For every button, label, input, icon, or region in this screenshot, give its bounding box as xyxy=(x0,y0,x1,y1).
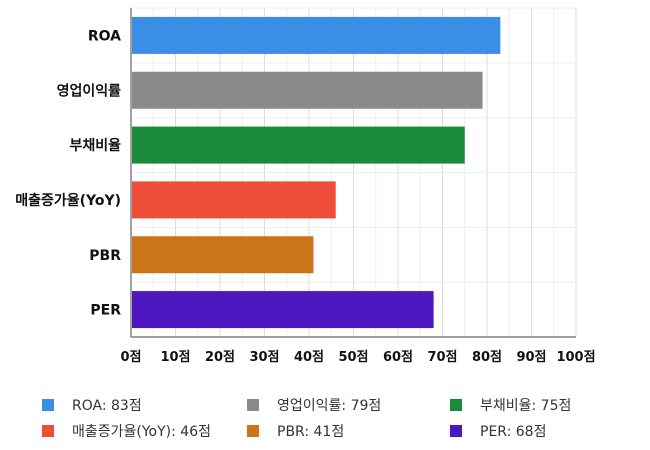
legend-swatch-sales-growth xyxy=(42,424,54,437)
x-tick-label: 20점 xyxy=(205,350,235,365)
legend-swatch-pbr xyxy=(247,424,259,437)
legend-item-operating-margin[interactable]: 영업이익률: 79점 xyxy=(247,392,450,417)
x-tick-label: 100점 xyxy=(556,350,595,365)
bar xyxy=(132,126,465,164)
category-label: ROA xyxy=(88,28,121,44)
bar xyxy=(132,236,314,274)
bar xyxy=(132,181,336,219)
legend-label-debt-ratio: 부채비율: 75점 xyxy=(480,397,572,414)
category-label: PBR xyxy=(89,248,121,264)
category-label: 부채비율 xyxy=(69,137,121,154)
chart-legend: ROA: 83점 영업이익률: 79점 부채비율: 75점 매출증가율(YoY)… xyxy=(42,392,642,444)
legend-item-per[interactable]: PER: 68점 xyxy=(450,418,640,443)
legend-item-pbr[interactable]: PBR: 41점 xyxy=(247,418,450,443)
legend-item-debt-ratio[interactable]: 부채비율: 75점 xyxy=(450,392,640,417)
legend-label-pbr: PBR: 41점 xyxy=(277,423,345,440)
category-label: PER xyxy=(90,303,121,319)
legend-swatch-debt-ratio xyxy=(450,398,462,411)
category-label: 매출증가율(YoY) xyxy=(15,192,121,209)
legend-item-sales-growth[interactable]: 매출증가율(YoY): 46점 xyxy=(42,418,247,443)
bar xyxy=(132,16,501,54)
x-tick-label: 30점 xyxy=(249,350,279,365)
x-tick-label: 0점 xyxy=(120,350,141,365)
x-tick-label: 10점 xyxy=(160,350,190,365)
bar xyxy=(132,291,434,329)
category-label: 영업이익률 xyxy=(57,82,122,99)
legend-label-per: PER: 68점 xyxy=(480,423,547,440)
x-tick-label: 60점 xyxy=(383,350,413,365)
x-tick-label: 50점 xyxy=(338,350,368,365)
legend-item-roa[interactable]: ROA: 83점 xyxy=(42,392,247,417)
x-tick-label: 80점 xyxy=(472,350,502,365)
legend-swatch-operating-margin xyxy=(247,398,259,411)
x-tick-label: 90점 xyxy=(516,350,546,365)
bar xyxy=(132,71,483,109)
legend-label-sales-growth: 매출증가율(YoY): 46점 xyxy=(72,423,211,440)
x-tick-label: 70점 xyxy=(427,350,457,365)
legend-swatch-per xyxy=(450,424,462,437)
legend-label-roa: ROA: 83점 xyxy=(72,397,142,414)
legend-swatch-roa xyxy=(42,398,54,411)
x-tick-label: 40점 xyxy=(294,350,324,365)
legend-label-operating-margin: 영업이익률: 79점 xyxy=(277,397,382,414)
